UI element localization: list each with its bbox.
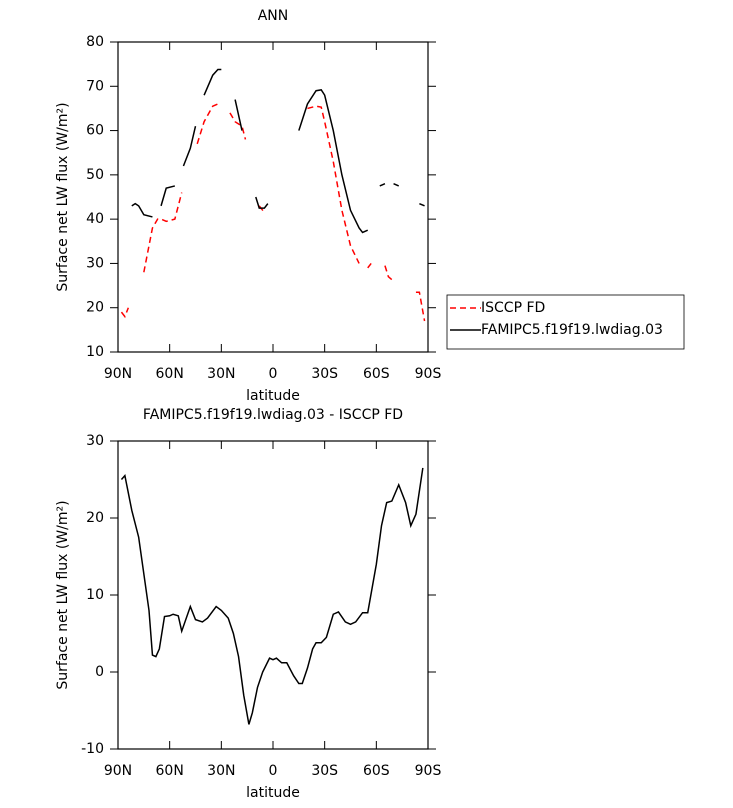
y-tick-label: 30 bbox=[86, 433, 104, 449]
y-tick-label: 70 bbox=[86, 78, 104, 94]
x-axis-label: latitude bbox=[246, 785, 300, 801]
x-tick-label: 90N bbox=[104, 366, 132, 382]
x-tick-label: 30S bbox=[311, 763, 338, 779]
x-tick-label: 0 bbox=[269, 366, 278, 382]
y-tick-label: 10 bbox=[86, 344, 104, 360]
y-tick-label: 60 bbox=[86, 123, 104, 139]
plot-frame bbox=[117, 440, 429, 750]
y-tick-label: -10 bbox=[81, 741, 104, 757]
y-tick-label: 40 bbox=[86, 211, 104, 227]
plot-frame bbox=[117, 41, 429, 353]
x-tick-label: 30N bbox=[207, 366, 235, 382]
y-tick-label: 80 bbox=[86, 34, 104, 50]
y-tick-label: 20 bbox=[86, 300, 104, 316]
x-tick-label: 30N bbox=[207, 763, 235, 779]
data-line bbox=[120, 467, 424, 725]
x-tick-label: 60S bbox=[363, 366, 390, 382]
chart-title: FAMIPC5.f19f19.lwdiag.03 - ISCCP FD bbox=[143, 407, 403, 423]
x-tick-label: 90N bbox=[104, 763, 132, 779]
y-tick-label: 10 bbox=[86, 587, 104, 603]
x-tick-label: 60S bbox=[363, 763, 390, 779]
x-tick-label: 60N bbox=[156, 763, 184, 779]
y-axis-label: Surface net LW flux (W/m²) bbox=[55, 102, 71, 291]
data-line bbox=[120, 103, 426, 322]
chart-title: ANN bbox=[258, 8, 289, 24]
x-tick-label: 60N bbox=[156, 366, 184, 382]
x-tick-label: 30S bbox=[311, 366, 338, 382]
data-line bbox=[131, 68, 425, 234]
x-tick-label: 90S bbox=[415, 763, 442, 779]
x-tick-label: 0 bbox=[269, 763, 278, 779]
x-axis-label: latitude bbox=[246, 388, 300, 404]
legend-box bbox=[446, 294, 685, 350]
legend-label: FAMIPC5.f19f19.lwdiag.03 bbox=[481, 322, 663, 338]
x-tick-label: 90S bbox=[415, 366, 442, 382]
y-axis-label: Surface net LW flux (W/m²) bbox=[55, 500, 71, 689]
y-tick-label: 30 bbox=[86, 255, 104, 271]
legend-label: ISCCP FD bbox=[481, 300, 545, 316]
y-tick-label: 20 bbox=[86, 510, 104, 526]
y-tick-label: 0 bbox=[95, 664, 104, 680]
y-tick-label: 50 bbox=[86, 167, 104, 183]
